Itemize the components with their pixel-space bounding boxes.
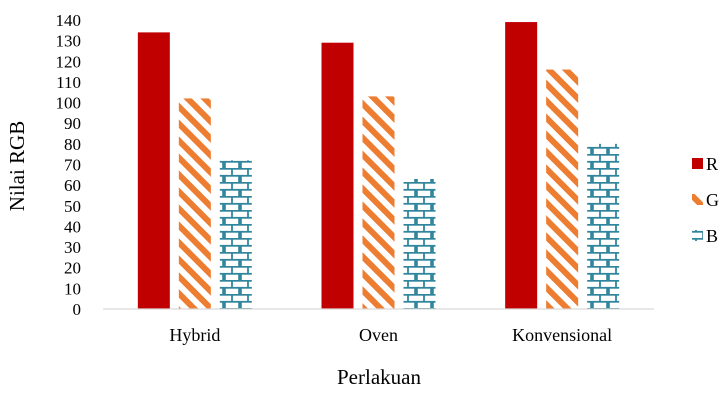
bar-r-konvensional	[505, 22, 538, 310]
bar-g-oven	[362, 96, 395, 309]
y-tick-label: 0	[73, 300, 82, 319]
y-tick-label: 80	[64, 135, 81, 154]
x-category-label: Hybrid	[169, 325, 220, 345]
x-axis-title: Perlakuan	[337, 365, 421, 389]
y-axis-title: Nilai RGB	[5, 121, 29, 211]
legend-swatch-g	[692, 194, 703, 205]
y-tick-label: 130	[56, 32, 82, 51]
legend-label-g: G	[706, 190, 719, 210]
bar-r-hybrid	[137, 32, 170, 310]
x-category-labels: Hybrid Oven Konvensional	[169, 325, 612, 345]
legend: RGB	[692, 154, 719, 246]
x-category-label: Oven	[359, 325, 398, 345]
y-tick-label: 90	[64, 114, 81, 133]
y-tick-label: 20	[64, 259, 81, 278]
legend-swatch-r	[692, 158, 703, 169]
y-tick-label: 140	[56, 11, 82, 30]
bars	[137, 22, 620, 310]
bar-g-hybrid	[178, 98, 211, 309]
y-tick-label: 110	[56, 73, 81, 92]
y-tick-label: 100	[56, 94, 82, 113]
bar-r-oven	[321, 42, 354, 309]
x-category-label: Konvensional	[512, 325, 612, 345]
bar-b-oven	[403, 178, 436, 309]
y-tick-label: 40	[64, 217, 81, 236]
bar-g-konvensional	[546, 69, 579, 310]
y-tick-label: 50	[64, 197, 81, 216]
y-tick-label: 70	[64, 156, 81, 175]
legend-label-b: B	[706, 226, 718, 246]
y-tick-label: 30	[64, 238, 81, 257]
y-tick-label: 120	[56, 52, 82, 71]
legend-swatch-b	[692, 230, 703, 241]
y-tick-label: 10	[64, 279, 81, 298]
y-tick-label: 60	[64, 176, 81, 195]
legend-label-r: R	[706, 154, 718, 174]
bar-b-hybrid	[219, 160, 252, 309]
bar-b-konvensional	[587, 143, 620, 309]
